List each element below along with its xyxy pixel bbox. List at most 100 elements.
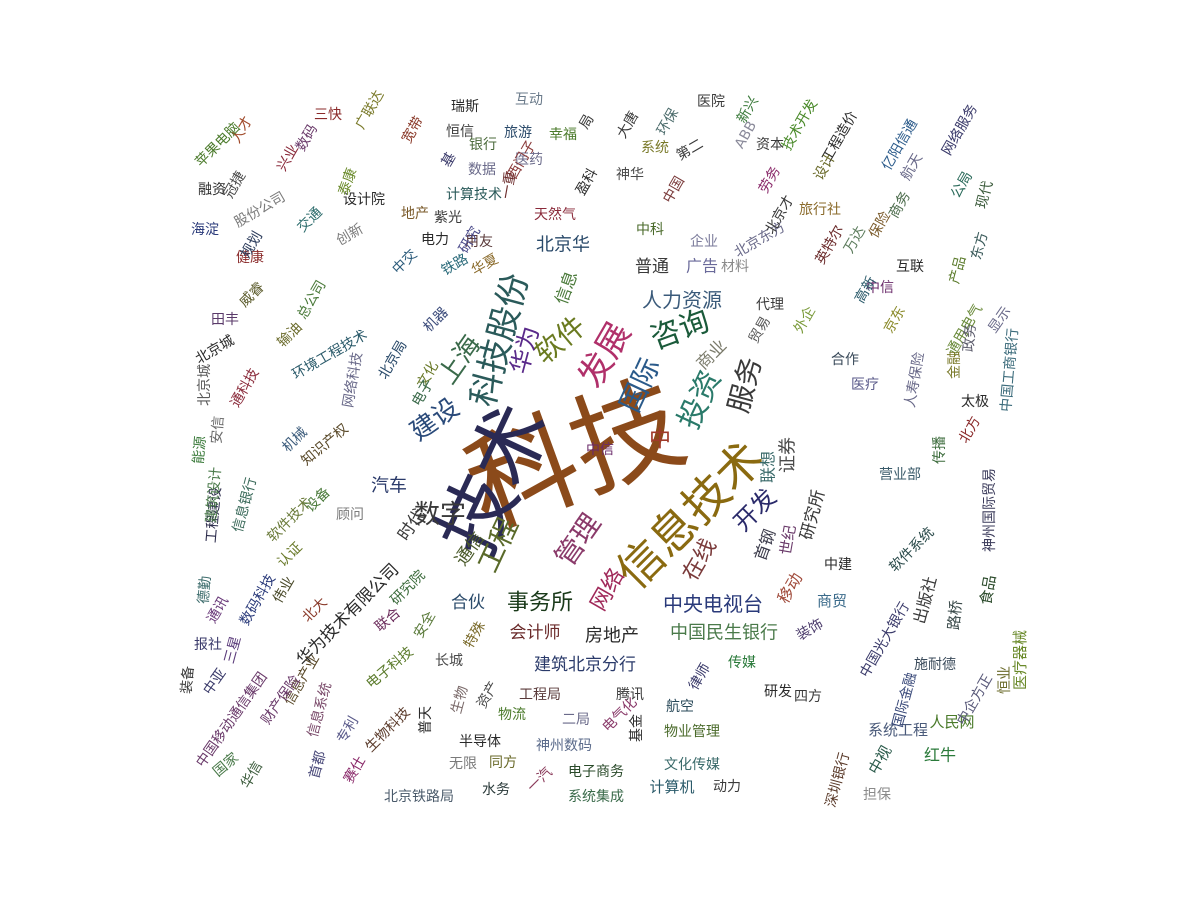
cloud-word: 安信 xyxy=(209,415,227,444)
cloud-word: 汽车 xyxy=(371,476,407,497)
cloud-word: 海淀 xyxy=(191,222,219,238)
cloud-word: 北方 xyxy=(956,414,984,446)
cloud-word: 首都 xyxy=(307,749,330,780)
cloud-word: 四方 xyxy=(794,689,822,705)
cloud-word: 通科技 xyxy=(228,366,263,410)
cloud-word: 电子科技 xyxy=(363,644,416,692)
cloud-word: 政务 xyxy=(961,323,979,352)
cloud-word: 融资 xyxy=(198,182,226,198)
cloud-word: 公局 xyxy=(948,169,976,201)
cloud-word: 瑞斯 xyxy=(451,99,479,115)
cloud-word: 路桥 xyxy=(945,599,966,630)
cloud-word: 联合 xyxy=(372,605,404,635)
cloud-word: 资本 xyxy=(756,137,784,153)
cloud-word: 太极 xyxy=(961,394,989,410)
cloud-word: 万达 xyxy=(841,224,869,256)
cloud-word: 安全 xyxy=(410,608,439,641)
cloud-word: 营业部 xyxy=(879,467,921,483)
cloud-word: 赛仕 xyxy=(341,754,369,786)
cloud-word: 大唐 xyxy=(613,108,642,141)
cloud-word: 地产 xyxy=(401,206,429,222)
cloud-word: 认证 xyxy=(274,539,305,570)
cloud-word: 特殊 xyxy=(461,619,489,651)
cloud-word: 现代 xyxy=(974,179,997,210)
cloud-word: 传媒 xyxy=(728,655,756,671)
cloud-word: 基 xyxy=(438,149,460,170)
cloud-word: 系统 xyxy=(641,140,669,156)
cloud-word: 软件系统 xyxy=(887,525,938,576)
cloud-word: 德勤 xyxy=(196,575,214,604)
cloud-word: 中国光大银行 xyxy=(857,600,913,681)
cloud-word: 代理 xyxy=(756,297,784,313)
cloud-word: 电子商务 xyxy=(568,764,624,780)
cloud-word: 广联达 xyxy=(353,88,388,132)
cloud-word: 投资 xyxy=(671,365,728,434)
cloud-word: 威睿 xyxy=(236,279,267,310)
cloud-word: 北京铁路局 xyxy=(384,789,454,805)
cloud-word: 中亚 xyxy=(200,666,229,698)
cloud-word: 工程局 xyxy=(519,687,561,703)
cloud-word: 旅行社 xyxy=(799,202,841,218)
cloud-word: 三星 xyxy=(222,634,245,665)
cloud-word: 互联 xyxy=(896,259,924,275)
cloud-word: 知识产权 xyxy=(298,420,352,469)
cloud-word: 金融 xyxy=(947,351,963,379)
cloud-word: 生物科技 xyxy=(363,705,414,756)
cloud-word: 计算技术 xyxy=(446,187,502,203)
cloud-word: 盈科 xyxy=(573,166,601,198)
cloud-word: 长城 xyxy=(435,653,463,669)
cloud-word: 用友 xyxy=(465,234,493,250)
cloud-word: 系统集成 xyxy=(568,788,624,805)
cloud-word: 健康 xyxy=(236,249,264,266)
cloud-word: 中信 xyxy=(586,442,614,458)
cloud-word: 报社 xyxy=(194,637,222,653)
cloud-word: 同方 xyxy=(489,755,517,771)
cloud-word: 能源 xyxy=(191,435,209,464)
cloud-word: 专利 xyxy=(334,714,362,746)
cloud-word: 医院 xyxy=(697,94,725,110)
cloud-word: 联想 xyxy=(759,451,778,483)
cloud-word: 北京城 xyxy=(197,364,213,406)
cloud-word: 担保 xyxy=(863,787,891,803)
cloud-word: 医药 xyxy=(515,152,543,168)
cloud-word: 一汽 xyxy=(524,764,555,795)
cloud-word: 中建 xyxy=(824,557,852,573)
cloud-word: 产品 xyxy=(947,254,970,285)
cloud-word: 交通 xyxy=(294,204,326,236)
cloud-word: 天然气 xyxy=(534,206,576,223)
cloud-word: 紫光 xyxy=(434,210,462,226)
cloud-word: 总公司 xyxy=(295,278,330,322)
cloud-word: 第二 xyxy=(673,135,706,164)
cloud-word: 物业管理 xyxy=(664,724,720,740)
cloud-word: 企业 xyxy=(690,233,718,250)
cloud-word: 数字 xyxy=(414,500,466,530)
cloud-word: 贸易 xyxy=(746,314,774,346)
cloud-word: 北京局 xyxy=(376,338,411,382)
cloud-word: 中信 xyxy=(866,280,894,296)
cloud-word: 输油 xyxy=(274,319,305,350)
cloud-word: 红牛 xyxy=(924,746,956,765)
cloud-word: 食品 xyxy=(977,574,1000,607)
cloud-word: 宽带 xyxy=(398,113,427,146)
cloud-word: 证券 xyxy=(778,437,799,473)
cloud-word: 工程建设 xyxy=(204,486,225,543)
cloud-word: 二局 xyxy=(562,712,590,728)
cloud-word: 人民网 xyxy=(929,713,974,731)
cloud-word: 一重 xyxy=(499,170,520,200)
cloud-word: 银行 xyxy=(469,137,497,153)
cloud-word: 世纪 xyxy=(777,524,800,557)
cloud-word: 中国 xyxy=(660,174,688,206)
cloud-word: 中视 xyxy=(865,743,896,778)
cloud-word: 合伙 xyxy=(451,593,485,613)
cloud-word: 研究所 xyxy=(797,488,830,542)
cloud-word: 无限 xyxy=(449,756,477,772)
cloud-word: 普通 xyxy=(635,257,669,277)
cloud-word: 北大 xyxy=(299,594,330,625)
cloud-word: 技术开发 xyxy=(779,97,821,153)
cloud-word: 股份公司 xyxy=(232,189,288,231)
cloud-word: 文化传媒 xyxy=(664,757,720,773)
cloud-word: 局 xyxy=(577,112,598,132)
cloud-word: 人力资源 xyxy=(642,288,722,312)
cloud-word: 装备 xyxy=(178,665,197,694)
